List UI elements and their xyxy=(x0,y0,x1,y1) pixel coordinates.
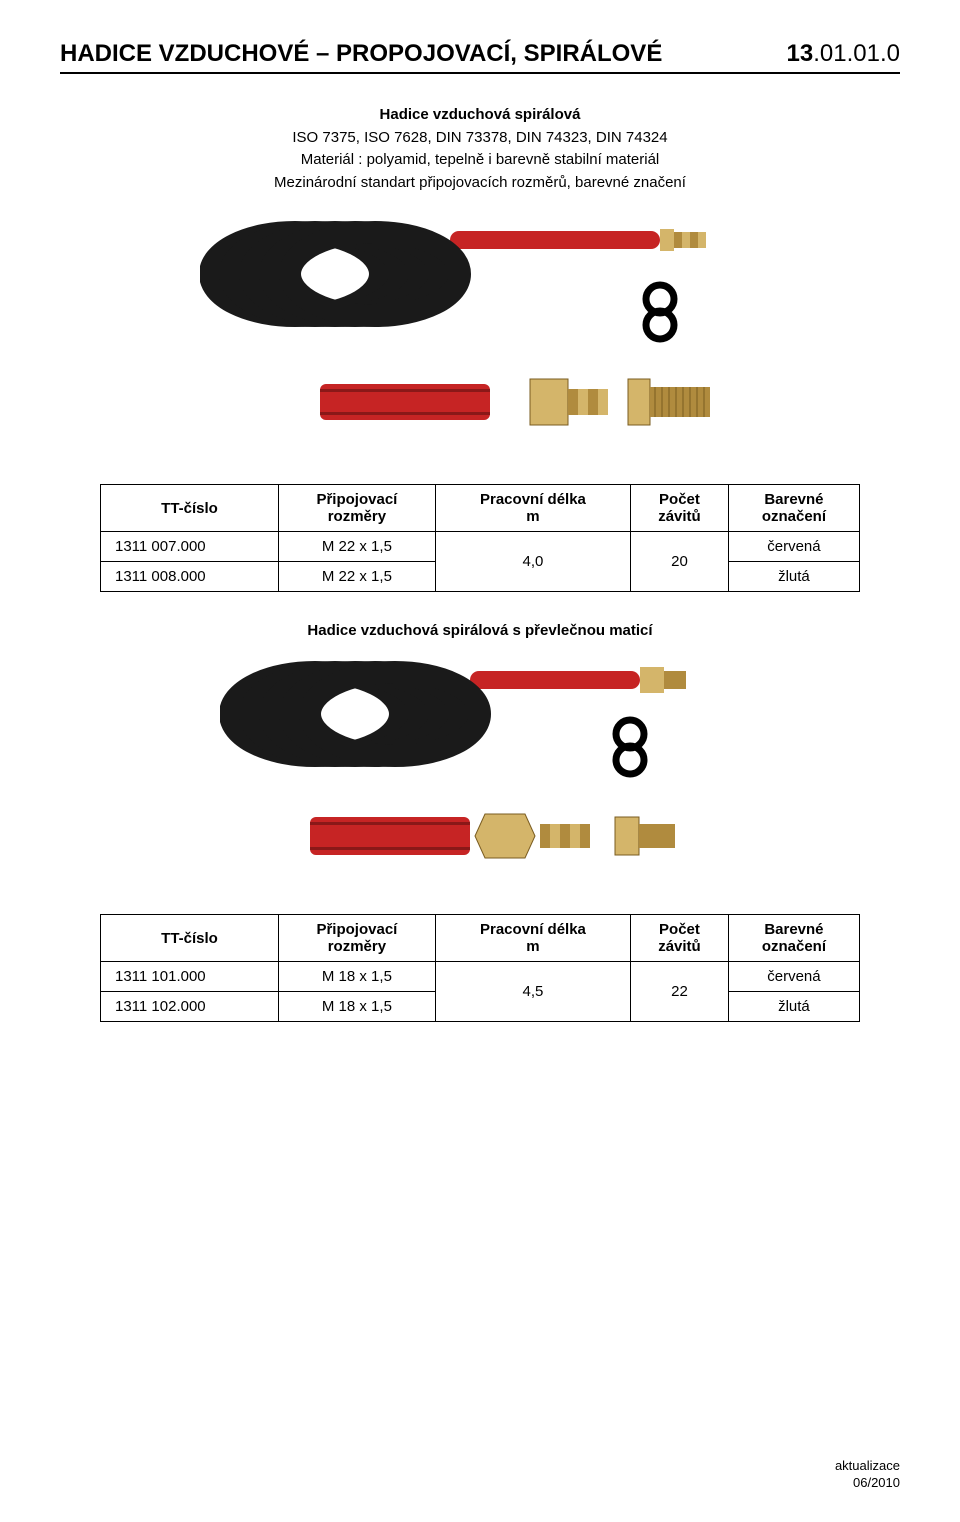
page-code: 13.01.01.0 xyxy=(787,40,900,68)
col-len: Pracovní délkam xyxy=(435,915,630,962)
union-nut-fitting-icon xyxy=(475,814,675,858)
subheading: Hadice vzduchová spirálová s převlečnou … xyxy=(60,622,900,639)
cell-tt: 1311 008.000 xyxy=(101,562,279,592)
cell-turns: 22 xyxy=(631,962,729,1022)
cell-len: 4,5 xyxy=(435,962,630,1022)
brass-fitting-icon xyxy=(660,229,706,251)
col-tt: TT-číslo xyxy=(101,915,279,962)
spec-table-1: TT-číslo Připojovacírozměry Pracovní dél… xyxy=(100,484,860,592)
hose-coil-illustration xyxy=(200,219,760,449)
col-turns: Početzávitů xyxy=(631,915,729,962)
page-footer: aktualizace 06/2010 xyxy=(835,1458,900,1492)
col-color: Barevnéoznačení xyxy=(728,915,859,962)
cell-len: 4,0 xyxy=(435,532,630,592)
coil-icon xyxy=(210,232,460,316)
intro-line-3: Mezinárodní standart připojovacích rozmě… xyxy=(60,172,900,195)
table-row: 1311 007.000 M 22 x 1,5 4,0 20 červená xyxy=(101,532,860,562)
col-turns: Početzávitů xyxy=(631,485,729,532)
table-header-row: TT-číslo Připojovacírozměry Pracovní dél… xyxy=(101,485,860,532)
threaded-fitting-icon xyxy=(530,379,710,425)
hose-coil-nut-illustration xyxy=(220,659,740,879)
cell-tt: 1311 007.000 xyxy=(101,532,279,562)
page: HADICE VZDUCHOVÉ – PROPOJOVACÍ, SPIRÁLOV… xyxy=(0,0,960,1522)
intro-title: Hadice vzduchová spirálová xyxy=(60,104,900,127)
cell-turns: 20 xyxy=(631,532,729,592)
cell-tt: 1311 102.000 xyxy=(101,992,279,1022)
page-code-bold: 13 xyxy=(787,40,814,67)
page-title: HADICE VZDUCHOVÉ – PROPOJOVACÍ, SPIRÁLOV… xyxy=(60,40,662,68)
illustration-1 xyxy=(60,219,900,449)
ring-icon xyxy=(616,720,644,774)
col-tt: TT-číslo xyxy=(101,485,279,532)
cell-dim: M 18 x 1,5 xyxy=(279,962,436,992)
cell-color: červená xyxy=(728,532,859,562)
cell-dim: M 18 x 1,5 xyxy=(279,992,436,1022)
cell-dim: M 22 x 1,5 xyxy=(279,562,436,592)
cell-color: žlutá xyxy=(728,562,859,592)
table-row: 1311 101.000 M 18 x 1,5 4,5 22 červená xyxy=(101,962,860,992)
cell-color: červená xyxy=(728,962,859,992)
intro-block: Hadice vzduchová spirálová ISO 7375, ISO… xyxy=(60,104,900,194)
spec-table-2: TT-číslo Připojovacírozměry Pracovní dél… xyxy=(100,914,860,1022)
table-header-row: TT-číslo Připojovacírozměry Pracovní dél… xyxy=(101,915,860,962)
footer-line-2: 06/2010 xyxy=(835,1475,900,1492)
ring-icon xyxy=(646,285,674,339)
cell-color: žlutá xyxy=(728,992,859,1022)
page-header: HADICE VZDUCHOVÉ – PROPOJOVACÍ, SPIRÁLOV… xyxy=(60,40,900,74)
col-conn: Připojovacírozměry xyxy=(279,485,436,532)
page-code-rest: .01.01.0 xyxy=(813,40,900,67)
cell-dim: M 22 x 1,5 xyxy=(279,532,436,562)
col-conn: Připojovacírozměry xyxy=(279,915,436,962)
illustration-2 xyxy=(60,659,900,879)
intro-line-1: ISO 7375, ISO 7628, DIN 73378, DIN 74323… xyxy=(60,127,900,150)
coil-icon xyxy=(230,672,480,756)
col-color: Barevnéoznačení xyxy=(728,485,859,532)
intro-line-2: Materiál : polyamid, tepelně i barevně s… xyxy=(60,149,900,172)
cell-tt: 1311 101.000 xyxy=(101,962,279,992)
footer-line-1: aktualizace xyxy=(835,1458,900,1475)
col-len: Pracovní délkam xyxy=(435,485,630,532)
